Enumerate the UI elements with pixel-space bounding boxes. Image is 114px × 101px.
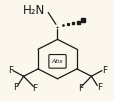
Text: F: F — [101, 66, 106, 75]
Text: F: F — [77, 84, 82, 93]
FancyBboxPatch shape — [48, 55, 66, 68]
Text: Abs: Abs — [51, 59, 63, 64]
Text: F: F — [96, 83, 101, 92]
Text: H₂N: H₂N — [23, 4, 45, 17]
Text: F: F — [13, 83, 18, 92]
Text: F: F — [32, 84, 37, 93]
Text: F: F — [8, 66, 13, 75]
